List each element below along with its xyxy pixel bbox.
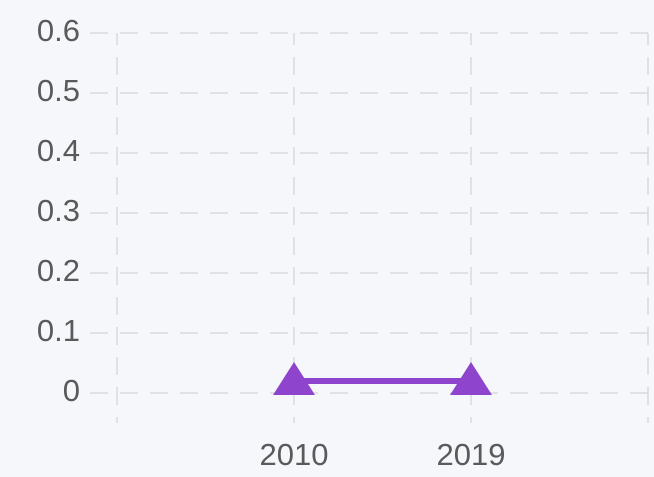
point-marker [273,362,315,395]
point-marker [450,362,492,395]
y-tick-label: 0.4 [37,133,80,168]
y-tick-label: 0.1 [37,313,80,348]
y-tick-label: 0 [63,373,80,408]
x-tick-label: 2019 [437,437,506,472]
x-tick-label: 2010 [260,437,329,472]
y-tick-label: 0.2 [37,253,80,288]
y-tick-label: 0.5 [37,73,80,108]
y-tick-label: 0.6 [37,13,80,48]
y-tick-label: 0.3 [37,193,80,228]
